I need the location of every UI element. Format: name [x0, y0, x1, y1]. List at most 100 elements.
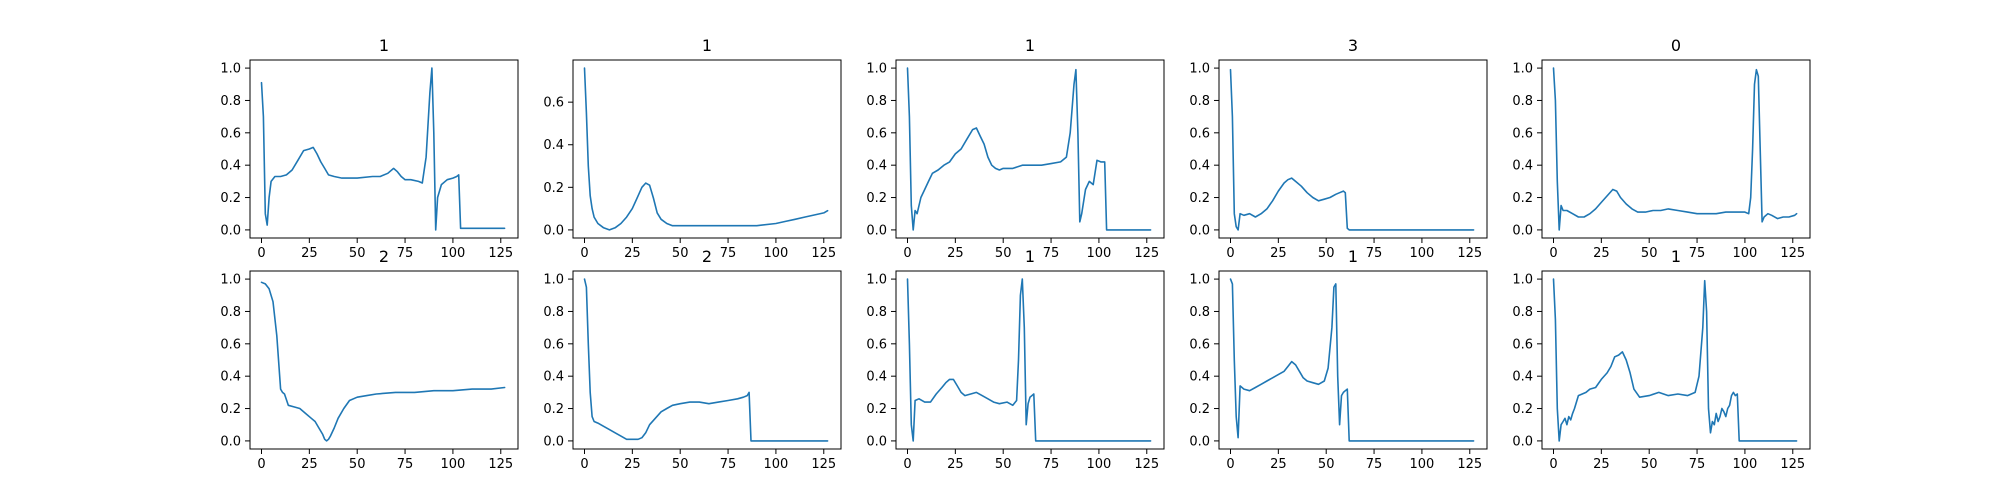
x-tick-label: 50: [1318, 246, 1335, 261]
y-tick-label: 0.6: [543, 96, 564, 111]
series-line: [1552, 278, 1798, 442]
x-tick-label: 25: [624, 246, 641, 261]
y-tick-label: 1.0: [1512, 273, 1533, 288]
x-tick-label: 50: [995, 457, 1012, 472]
series-line: [1552, 67, 1798, 231]
subplot-8: 1 0 25 50 75 100 125 0.0 0.2 0.4 0.6 0.8 1.0: [866, 247, 1165, 472]
subplot-2: 1 0 25 50 75 100 125 0.0 0.2 0.4 0.6: [543, 36, 842, 261]
series-line: [1229, 68, 1475, 231]
x-tick-label: 50: [995, 246, 1012, 261]
subplot-title: 1: [1671, 247, 1681, 266]
subplot-1: 1 0 25 50 75 100 125 0.0 0.2 0.4 0.6 0.8 1.0: [220, 36, 519, 261]
subplot-5: 0 0 25 50 75 100 125 0.0 0.2 0.4 0.6 0.8 1.0: [1512, 36, 1811, 261]
x-tick-label: 125: [488, 457, 513, 472]
y-tick-label: 1.0: [543, 273, 564, 288]
subplot-title: 2: [379, 247, 389, 266]
x-tick-label: 75: [1043, 246, 1060, 261]
y-tick-label: 0.0: [866, 223, 887, 238]
subplot-4: 3 0 25 50 75 100 125 0.0 0.2 0.4 0.6 0.8 1.0: [1189, 36, 1488, 261]
x-tick-label: 100: [1410, 246, 1435, 261]
x-tick-label: 125: [1457, 246, 1482, 261]
y-tick-label: 0.0: [220, 434, 241, 449]
y-tick-label: 1.0: [1189, 273, 1210, 288]
x-tick-label: 100: [764, 246, 789, 261]
y-tick-label: 0.6: [866, 337, 887, 352]
y-tick-label: 0.8: [1189, 305, 1210, 320]
y-tick-label: 0.6: [1189, 337, 1210, 352]
y-tick-label: 0.4: [220, 370, 241, 385]
x-tick-label: 50: [672, 457, 689, 472]
y-tick-label: 0.6: [220, 126, 241, 141]
axes-frame: [1218, 59, 1488, 239]
y-tick-label: 1.0: [220, 62, 241, 77]
x-tick-label: 75: [397, 457, 414, 472]
x-tick-label: 0: [580, 457, 588, 472]
axes-frame: [249, 59, 519, 239]
x-tick-label: 75: [1043, 457, 1060, 472]
series-line: [906, 67, 1152, 231]
x-tick-label: 75: [1366, 246, 1383, 261]
x-tick-label: 0: [1549, 246, 1557, 261]
y-tick-label: 0.0: [1189, 434, 1210, 449]
y-tick-label: 0.0: [1512, 223, 1533, 238]
x-tick-label: 125: [1780, 246, 1805, 261]
x-tick-label: 50: [1641, 246, 1658, 261]
series-line: [906, 278, 1152, 442]
series-line: [260, 67, 506, 231]
subplot-title: 0: [1671, 36, 1681, 55]
y-tick-label: 0.4: [1512, 159, 1533, 174]
y-tick-label: 0.2: [1512, 191, 1533, 206]
y-tick-label: 0.2: [543, 181, 564, 196]
x-tick-label: 50: [349, 246, 366, 261]
x-tick-label: 50: [1641, 457, 1658, 472]
y-tick-label: 0.2: [866, 191, 887, 206]
subplot-title: 1: [1348, 247, 1358, 266]
subplot-10: 1 0 25 50 75 100 125 0.0 0.2 0.4 0.6 0.8 1.0: [1512, 247, 1811, 472]
x-tick-label: 75: [720, 457, 737, 472]
x-tick-label: 100: [1733, 246, 1758, 261]
x-tick-label: 125: [1134, 457, 1159, 472]
subplot-title: 1: [379, 36, 389, 55]
x-tick-label: 100: [1087, 246, 1112, 261]
axes-frame: [1541, 59, 1811, 239]
y-tick-label: 0.0: [866, 434, 887, 449]
y-tick-label: 1.0: [1189, 62, 1210, 77]
x-tick-label: 75: [720, 246, 737, 261]
series-line: [583, 67, 829, 231]
y-tick-label: 0.0: [1189, 223, 1210, 238]
axes-frame: [1541, 270, 1811, 450]
y-tick-label: 0.8: [1512, 94, 1533, 109]
x-tick-label: 100: [1410, 457, 1435, 472]
x-tick-label: 0: [257, 457, 265, 472]
axes-frame: [895, 59, 1165, 239]
y-tick-label: 0.8: [1189, 94, 1210, 109]
x-tick-label: 50: [1318, 457, 1335, 472]
x-tick-label: 75: [1366, 457, 1383, 472]
x-tick-label: 25: [624, 457, 641, 472]
y-tick-label: 0.4: [1512, 370, 1533, 385]
y-tick-label: 0.4: [866, 159, 887, 174]
y-tick-label: 0.0: [543, 223, 564, 238]
axes-frame: [572, 270, 842, 450]
x-tick-label: 0: [1226, 246, 1234, 261]
y-tick-label: 0.6: [1512, 337, 1533, 352]
y-tick-label: 0.8: [866, 305, 887, 320]
x-tick-label: 125: [811, 246, 836, 261]
x-tick-label: 50: [349, 457, 366, 472]
series-line: [583, 278, 829, 442]
x-tick-label: 25: [1270, 457, 1287, 472]
y-tick-label: 0.6: [1189, 126, 1210, 141]
y-tick-label: 0.4: [1189, 370, 1210, 385]
x-tick-label: 100: [1733, 457, 1758, 472]
x-tick-label: 0: [1549, 457, 1557, 472]
y-tick-label: 0.4: [543, 138, 564, 153]
y-tick-label: 0.8: [866, 94, 887, 109]
y-tick-label: 0.2: [866, 402, 887, 417]
x-tick-label: 75: [1689, 246, 1706, 261]
series-line: [1229, 278, 1475, 442]
y-tick-label: 0.8: [220, 305, 241, 320]
axes-frame: [249, 270, 519, 450]
x-tick-label: 25: [1270, 246, 1287, 261]
x-tick-label: 25: [947, 457, 964, 472]
subplot-9: 1 0 25 50 75 100 125 0.0 0.2 0.4 0.6 0.8 1.0: [1189, 247, 1488, 472]
